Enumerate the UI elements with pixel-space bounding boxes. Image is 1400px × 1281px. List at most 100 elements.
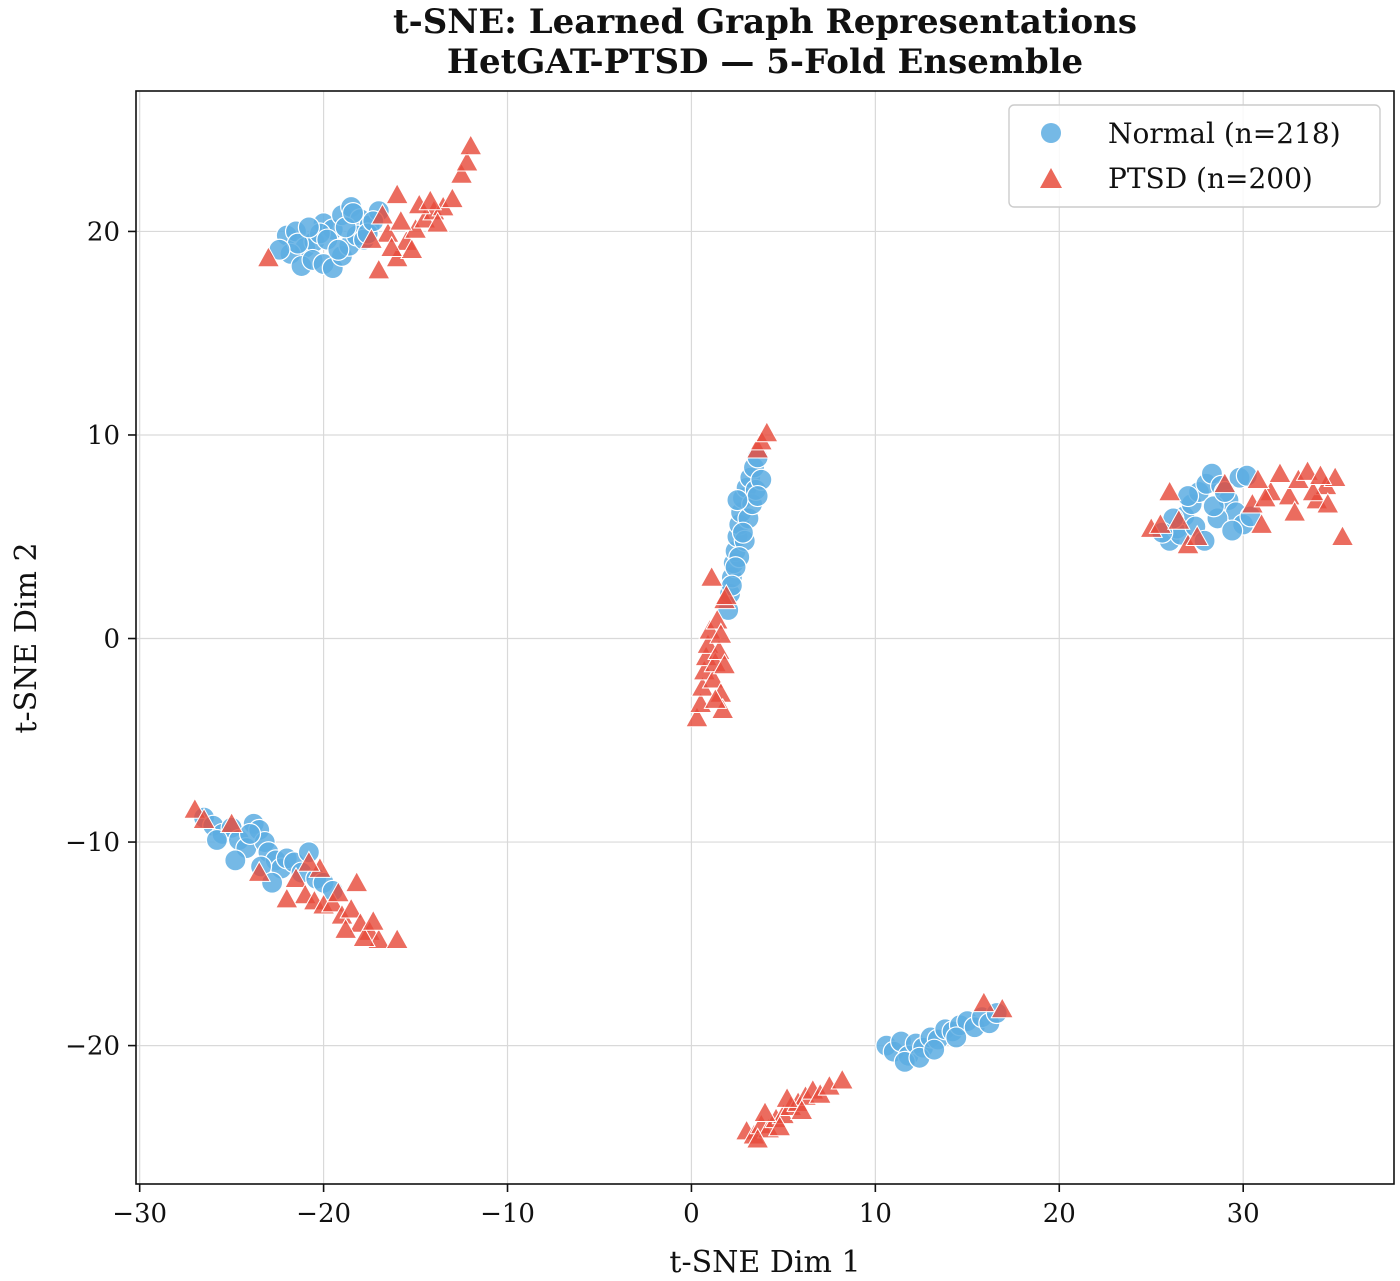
ptsd-point <box>326 880 351 903</box>
ptsd-point <box>701 667 726 689</box>
ptsd-point <box>1148 512 1173 534</box>
y-tick-label: −10 <box>65 828 120 858</box>
normal-point <box>327 238 350 261</box>
series-ptsd <box>183 133 1355 1149</box>
normal-point <box>238 822 262 846</box>
plot-frame <box>135 90 1395 1185</box>
ptsd-point <box>192 807 216 829</box>
ptsd-point <box>705 608 730 630</box>
ptsd-point <box>972 990 996 1013</box>
legend-ptsd-label: PTSD (n=200) <box>1108 162 1313 195</box>
x-tick-label: 30 <box>1227 1199 1260 1229</box>
y-tick-label: 10 <box>87 421 120 451</box>
normal-point <box>341 202 365 225</box>
ptsd-point <box>274 887 299 909</box>
ptsd-point <box>775 1086 799 1108</box>
normal-point <box>923 1038 946 1061</box>
ptsd-point <box>1308 463 1333 485</box>
ptsd-point <box>344 870 369 893</box>
ptsd-point <box>1166 508 1191 530</box>
ptsd-point <box>753 1100 777 1123</box>
ptsd-point <box>1282 500 1307 522</box>
y-axis-label: t-SNE Dim 2 <box>9 542 44 733</box>
ptsd-point <box>1253 486 1278 508</box>
y-tick-label: 0 <box>103 625 120 655</box>
y-tick-label: 20 <box>87 217 120 247</box>
ptsd-point <box>400 237 424 260</box>
ptsd-point <box>1330 524 1355 547</box>
x-tick-label: 0 <box>683 1199 700 1229</box>
ptsd-point <box>1295 459 1320 481</box>
ptsd-point <box>440 186 465 209</box>
legend-normal-label: Normal (n=218) <box>1108 117 1341 150</box>
ptsd-point <box>359 227 384 249</box>
ptsd-point <box>745 1127 770 1149</box>
y-axis-ticks: −20 −10 0 10 20 <box>65 217 136 1062</box>
ptsd-point <box>385 927 410 950</box>
ptsd-point <box>990 996 1015 1019</box>
ptsd-point <box>712 652 737 675</box>
ptsd-point <box>709 622 733 644</box>
x-tick-label: 10 <box>859 1199 892 1229</box>
x-tick-label: 20 <box>1043 1199 1076 1229</box>
ptsd-point <box>183 797 207 819</box>
ptsd-point <box>352 925 376 948</box>
ptsd-point <box>379 235 404 258</box>
normal-point <box>726 489 749 512</box>
ptsd-point <box>339 897 364 919</box>
scatter-points <box>183 133 1355 1149</box>
ptsd-point <box>1301 479 1325 502</box>
ptsd-point <box>1246 467 1270 490</box>
ptsd-point <box>767 1114 792 1137</box>
ptsd-point <box>830 1068 855 1090</box>
normal-point <box>205 828 229 852</box>
ptsd-point <box>284 866 308 888</box>
ptsd-point <box>1185 524 1210 547</box>
ptsd-point <box>703 687 728 709</box>
ptsd-point <box>370 203 395 225</box>
ptsd-point <box>425 211 450 233</box>
chart-title-line-2: HetGAT-PTSD — 5-Fold Ensemble <box>447 42 1083 82</box>
ptsd-point <box>754 420 779 443</box>
ptsd-point <box>449 162 474 184</box>
ptsd-point <box>366 258 391 280</box>
ptsd-point <box>458 133 483 156</box>
legend-normal-marker <box>1041 123 1061 143</box>
ptsd-point <box>699 565 724 587</box>
ptsd-point <box>297 850 321 872</box>
normal-point <box>1176 484 1200 508</box>
chart-title-line-1: t-SNE: Learned Graph Representations <box>393 2 1137 42</box>
normal-point <box>945 1026 968 1049</box>
normal-point <box>224 849 247 872</box>
ptsd-point <box>219 811 244 834</box>
ptsd-point <box>455 150 479 172</box>
normal-point <box>746 484 769 508</box>
ptsd-point <box>385 182 410 205</box>
ptsd-point <box>714 583 739 606</box>
normal-point <box>297 216 320 239</box>
ptsd-point <box>418 188 443 211</box>
normal-point <box>731 521 755 544</box>
ptsd-point <box>789 1098 814 1121</box>
ptsd-point <box>247 860 272 882</box>
ptsd-point <box>685 705 709 728</box>
x-axis-ticks: −30 −20 −10 0 10 20 30 <box>112 1184 1260 1229</box>
normal-point <box>1221 519 1244 542</box>
ptsd-point <box>1249 512 1274 534</box>
ptsd-point <box>388 209 413 231</box>
ptsd-point <box>1277 484 1302 506</box>
legend-ptsd-marker <box>1040 168 1062 188</box>
ptsd-point <box>333 917 358 939</box>
y-tick-label: −20 <box>65 1032 120 1062</box>
x-tick-label: −10 <box>480 1199 535 1229</box>
ptsd-point <box>256 245 281 268</box>
ptsd-point <box>1315 492 1340 514</box>
x-axis-label: t-SNE Dim 1 <box>669 1245 860 1280</box>
legend-box <box>1008 104 1381 208</box>
ptsd-point <box>376 221 400 243</box>
legend: Normal (n=218) PTSD (n=200) <box>1008 104 1381 208</box>
normal-point <box>724 556 747 579</box>
x-tick-label: −20 <box>296 1199 351 1229</box>
x-tick-label: −30 <box>112 1199 167 1229</box>
